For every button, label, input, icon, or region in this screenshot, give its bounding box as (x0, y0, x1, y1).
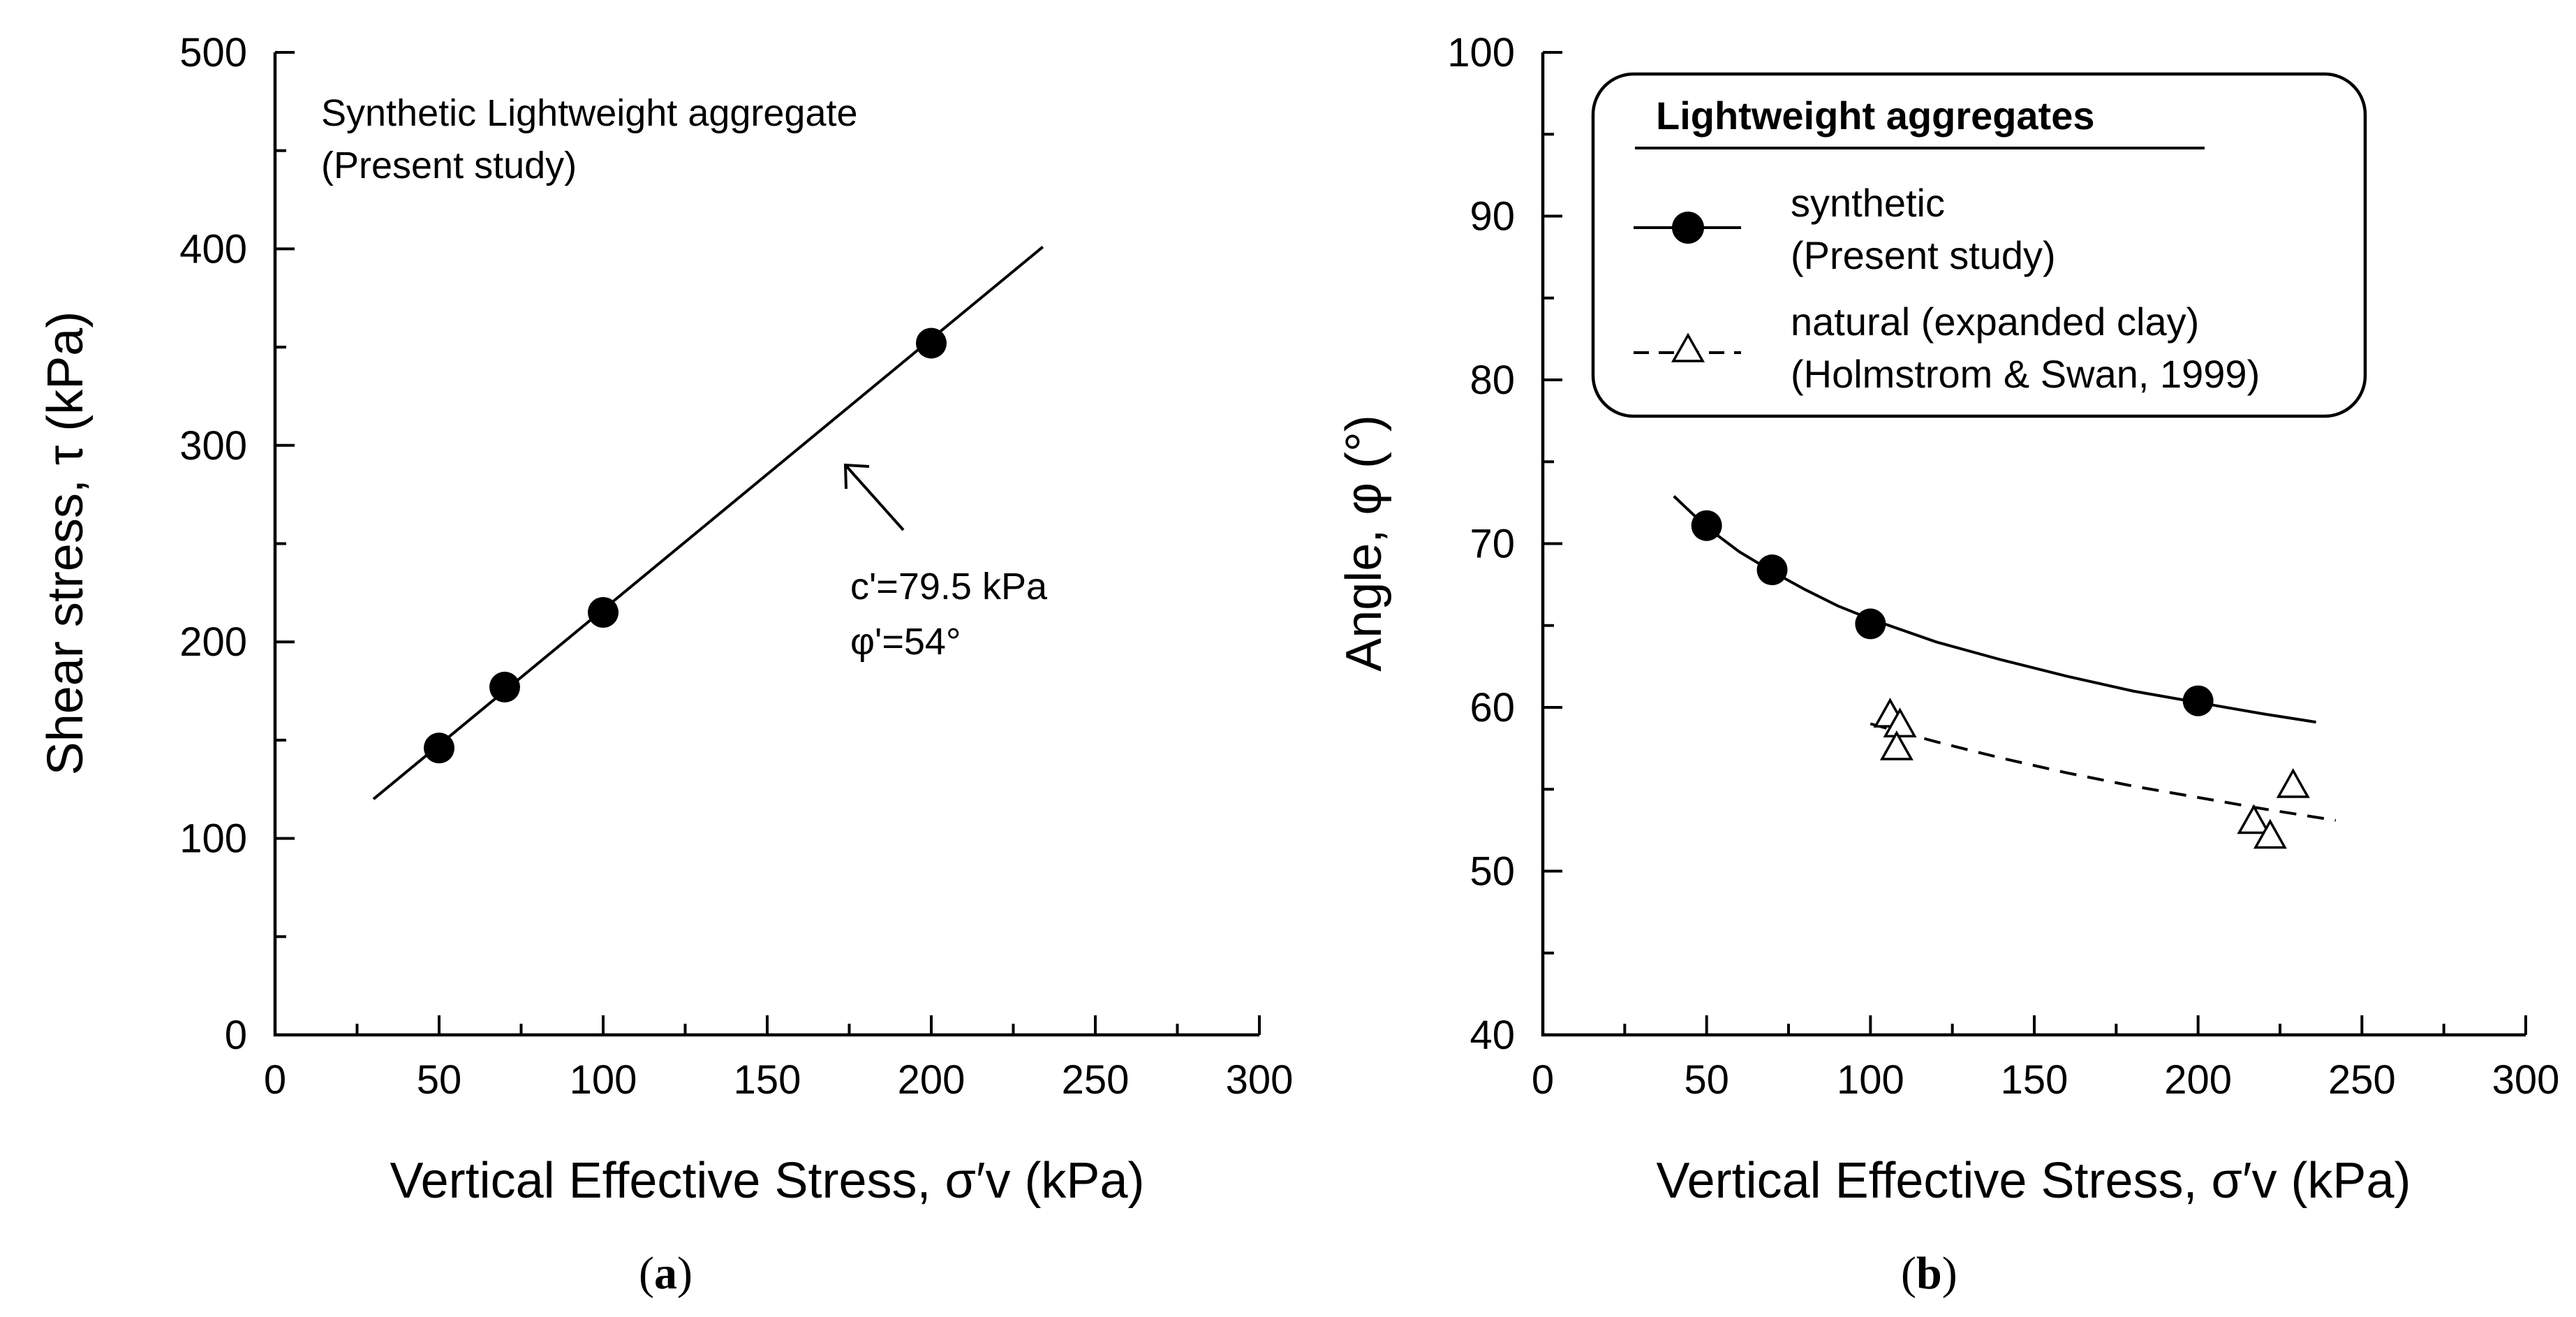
panel-b-caption-letter: b (1916, 1248, 1942, 1299)
x-tick-label: 100 (570, 1057, 637, 1103)
legend-synthetic-label: synthetic (1791, 181, 1945, 225)
y-tick-label: 40 (1470, 1013, 1515, 1058)
data-point-synthetic (489, 671, 520, 702)
panel-a-ticks (274, 51, 1261, 1036)
panel-b-natural-fit-curve (1870, 722, 2337, 822)
panel-b-synthetic-fit-curve (1673, 495, 2316, 724)
y-tick-label: 100 (1447, 30, 1515, 75)
data-point-natural (1883, 707, 1917, 737)
panel-a-x-axis-label: Vertical Effective Stress, σ′v (kPa) (390, 1153, 1145, 1209)
y-tick-label: 400 (179, 226, 247, 272)
data-point-natural (2276, 767, 2310, 798)
x-tick-label: 50 (417, 1057, 462, 1103)
legend-natural-sublabel: (Holmstrom & Swan, 1999) (1791, 352, 2260, 396)
data-point-synthetic (916, 328, 947, 359)
data-point-synthetic (1756, 554, 1788, 586)
panel-a-annotation-arrow-shaft (844, 464, 905, 531)
data-point-synthetic (588, 596, 619, 628)
panel-b-data-points (1691, 510, 2310, 849)
y-tick-label: 100 (179, 816, 247, 862)
y-tick-label: 200 (179, 619, 247, 665)
panel-a-caption: (a) (639, 1248, 693, 1299)
y-tick-label: 50 (1470, 849, 1515, 895)
panel-a-annotation-arrowhead (843, 463, 870, 490)
x-tick-label: 200 (898, 1057, 965, 1103)
data-point-synthetic (424, 733, 454, 764)
x-tick-label: 0 (1532, 1057, 1554, 1103)
panel-a-y-axis-label: Shear stress, τ (kPa) (38, 311, 94, 776)
panel-a-title-line-1: Synthetic Lightweight aggregate (321, 92, 858, 134)
chart-panel-b: 0 50 100 150 200 250 300 40 50 60 70 80 90 100 Lightw… (1336, 30, 2559, 1299)
panel-b-x-axis-label: Vertical Effective Stress, σ′v (kPa) (1657, 1153, 2411, 1209)
legend-synthetic-marker (1672, 212, 1704, 244)
y-tick-label: 90 (1470, 194, 1515, 240)
x-tick-label: 100 (1837, 1057, 1904, 1103)
x-tick-label: 200 (2164, 1057, 2232, 1103)
data-point-natural (2237, 804, 2271, 834)
panel-a-data-points (424, 328, 947, 764)
legend-synthetic-sublabel: (Present study) (1791, 233, 2056, 277)
x-tick-label: 0 (264, 1057, 286, 1103)
y-tick-label: 70 (1470, 522, 1515, 567)
data-point-synthetic (1855, 608, 1886, 640)
legend-box (1591, 72, 2367, 418)
data-point-natural (2253, 818, 2287, 849)
panel-a-tick-labels: 0 50 100 150 200 250 300 0 100 200 300 400 500 (179, 30, 1293, 1103)
panel-a-title-line-2: (Present study) (321, 145, 577, 186)
panel-b-tick-labels: 0 50 100 150 200 250 300 40 50 60 70 80 90 100 (1447, 30, 2559, 1103)
y-tick-label: 60 (1470, 685, 1515, 730)
x-tick-label: 150 (2001, 1057, 2068, 1103)
y-tick-label: 0 (225, 1013, 247, 1058)
chart-panel-a: 0 50 100 150 200 250 300 0 100 200 300 400 500 Synth… (38, 30, 1293, 1299)
x-tick-label: 250 (1062, 1057, 1130, 1103)
panel-b-legend: Lightweight aggregates synthetic (Presen… (1591, 72, 2367, 418)
data-point-natural (1879, 730, 1914, 760)
panel-b-caption: (b) (1901, 1248, 1957, 1299)
x-tick-label: 150 (734, 1057, 801, 1103)
panel-b-ticks (1541, 51, 2527, 1036)
y-tick-label: 500 (179, 30, 247, 75)
panel-a-friction-angle-label: φ'=54° (850, 621, 961, 663)
legend-natural-label: natural (expanded clay) (1791, 300, 2199, 344)
legend-title: Lightweight aggregates (1656, 94, 2095, 138)
panel-a-cohesion-label: c'=79.5 kPa (850, 566, 1048, 608)
x-tick-label: 250 (2328, 1057, 2396, 1103)
data-point-synthetic (2182, 685, 2214, 716)
panel-b-y-axis-label: Angle, φ (°) (1336, 415, 1392, 672)
x-tick-label: 300 (2492, 1057, 2560, 1103)
legend-natural-marker (1671, 332, 1705, 362)
x-tick-label: 50 (1684, 1057, 1729, 1103)
panel-a-fit-line (372, 246, 1044, 800)
panel-a-axes (273, 52, 1259, 1037)
x-tick-label: 300 (1226, 1057, 1294, 1103)
panel-a-caption-letter: a (654, 1248, 677, 1299)
data-point-synthetic (1691, 510, 1722, 541)
y-tick-label: 80 (1470, 358, 1515, 403)
y-tick-label: 300 (179, 423, 247, 469)
